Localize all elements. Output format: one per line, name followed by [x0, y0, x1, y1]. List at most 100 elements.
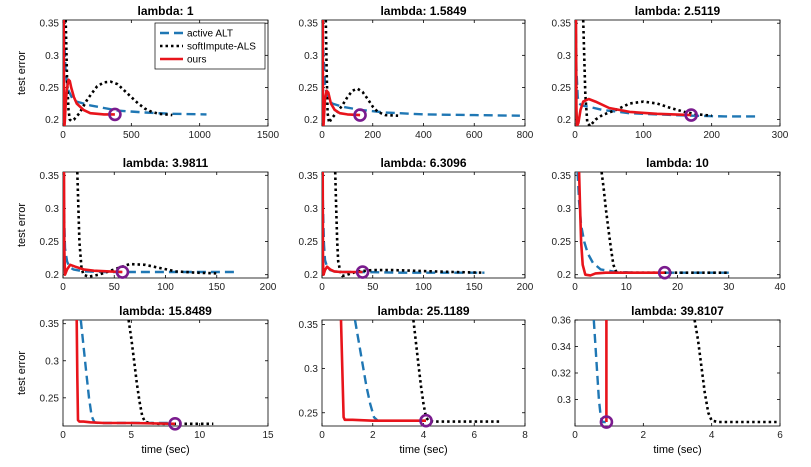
convergence-marker: [115, 265, 130, 279]
y-tick-label: 0.35: [40, 319, 60, 330]
x-tick-label: 0: [319, 130, 325, 141]
series-line-ours: [577, 172, 665, 277]
x-tick-label: 0: [572, 130, 578, 141]
x-tick-label: 400: [415, 130, 432, 141]
chart-title: lambda: 10: [646, 156, 709, 170]
x-tick-label: 50: [367, 282, 379, 293]
plot-frame: [321, 171, 526, 279]
plot-frame: [321, 319, 526, 427]
chart-title: lambda: 15.8489: [119, 304, 212, 318]
x-tick-label: 150: [466, 282, 483, 293]
y-tick-label: 0.2: [304, 270, 318, 281]
x-tick-label: 200: [364, 130, 381, 141]
x-tick-label: 800: [517, 130, 534, 141]
subplot-4: lambda: 3.9811 0 50 100 150 200 0.2 0.25 0.3 0.35…: [16, 156, 277, 293]
legend-label-softimpute-als: softImpute-ALS: [187, 42, 256, 53]
y-axis-label: test error: [16, 203, 28, 247]
x-tick-label: 6: [777, 430, 783, 441]
x-tick-label: 100: [635, 130, 652, 141]
y-tick-label: 0.35: [299, 171, 319, 182]
plot-area: [322, 172, 485, 278]
x-tick-label: 200: [703, 130, 720, 141]
subplot-8: lambda: 25.1189 0 2 4 6 8 0.25 0.3 0.35 time (sec…: [299, 304, 529, 456]
y-tick-label: 0.3: [557, 51, 571, 62]
x-tick-label: 0: [60, 130, 66, 141]
series-line-ours: [75, 320, 176, 426]
x-tick-label: 1500: [257, 130, 280, 141]
series-line-active-alt: [63, 20, 207, 116]
x-tick-label: 150: [208, 282, 225, 293]
series-line-softimpute-als: [324, 20, 399, 125]
series-line-softimpute-als: [127, 320, 214, 426]
x-tick-label: 6: [471, 430, 477, 441]
x-tick-label: 200: [260, 282, 277, 293]
x-tick-label: 20: [672, 282, 684, 293]
x-tick-label: 50: [109, 282, 121, 293]
y-tick-label: 0.35: [552, 19, 572, 30]
series-line-softimpute-als: [600, 172, 729, 275]
convergence-marker: [108, 107, 122, 122]
plot-frame: [574, 319, 781, 427]
subplot-3: lambda: 2.5119 0 100 200 300 0.2 0.25 0.3 0.35: [552, 4, 789, 141]
series-line-ours: [63, 20, 115, 126]
y-tick-label: 0.2: [557, 115, 571, 126]
series-line-active-alt: [592, 320, 606, 424]
convergence-marker: [168, 416, 182, 431]
y-tick-label: 0.36: [552, 316, 572, 327]
y-tick-label: 0.25: [552, 237, 572, 248]
x-tick-label: 0: [60, 430, 66, 441]
y-tick-label: 0.25: [40, 237, 60, 248]
y-axis-label: test error: [16, 351, 28, 395]
x-tick-label: 5: [129, 430, 135, 441]
plot-frame: [62, 171, 269, 279]
x-tick-label: 40: [774, 282, 786, 293]
y-tick-label: 0.2: [304, 115, 318, 126]
legend: active ALT softImpute-ALS ours: [154, 22, 266, 70]
x-tick-label: 1000: [189, 130, 212, 141]
series-line-ours: [322, 20, 361, 126]
chart-title: lambda: 39.8107: [631, 304, 724, 318]
x-tick-label: 0: [572, 430, 578, 441]
convergence-marker: [657, 265, 672, 280]
subplot-2: lambda: 1.5849 0 200 400 600 800 0.2 0.25 0.3 0.3…: [299, 4, 534, 141]
plot-frame: [321, 19, 526, 127]
y-tick-label: 0.25: [40, 83, 60, 94]
x-tick-label: 600: [466, 130, 483, 141]
x-tick-label: 4: [421, 430, 427, 441]
plot-area: [592, 320, 777, 424]
x-tick-label: 2: [641, 430, 647, 441]
x-axis-label: time (sec): [653, 444, 701, 456]
plot-area: [63, 20, 207, 126]
plot-area: [63, 172, 238, 278]
y-tick-label: 0.34: [552, 342, 572, 353]
series-line-softimpute-als: [64, 20, 173, 123]
y-tick-label: 0.25: [552, 83, 572, 94]
series-line-ours: [322, 172, 363, 277]
subplot-1: lambda: 1 0 500 1000 1500 0.2 0.25 0.3 0.35 test …: [16, 4, 280, 141]
y-tick-label: 0.25: [299, 83, 319, 94]
y-tick-label: 0.25: [40, 393, 60, 404]
convergence-marker: [353, 108, 367, 122]
convergence-marker: [419, 413, 433, 428]
subplot-6: lambda: 10 0 10 20 30 40 0.2 0.25 0.3 0.35: [552, 156, 786, 293]
convergence-marker: [599, 415, 614, 429]
x-tick-label: 4: [709, 430, 715, 441]
x-tick-label: 0: [60, 282, 66, 293]
convergence-marker: [684, 108, 698, 122]
x-axis-label: time (sec): [141, 444, 189, 456]
x-tick-label: 500: [123, 130, 140, 141]
plot-area: [339, 320, 500, 423]
x-axis-label: time (sec): [399, 444, 447, 456]
plot-frame: [574, 171, 781, 279]
subplot-7: lambda: 15.8489 0 5 10 15 0.25 0.3 0.35 test err…: [16, 304, 274, 456]
plot-frame: [574, 19, 781, 127]
y-tick-label: 0.32: [552, 369, 572, 380]
subplot-5: lambda: 6.3096 0 50 100 150 200 0.2 0.25 0.3 0.35: [299, 156, 534, 293]
plot-area: [75, 320, 214, 426]
chart-title: lambda: 3.9811: [123, 156, 209, 170]
plot-area: [576, 172, 729, 277]
y-tick-label: 0.2: [45, 270, 59, 281]
y-tick-label: 0.3: [45, 356, 59, 367]
y-tick-label: 0.25: [299, 237, 319, 248]
